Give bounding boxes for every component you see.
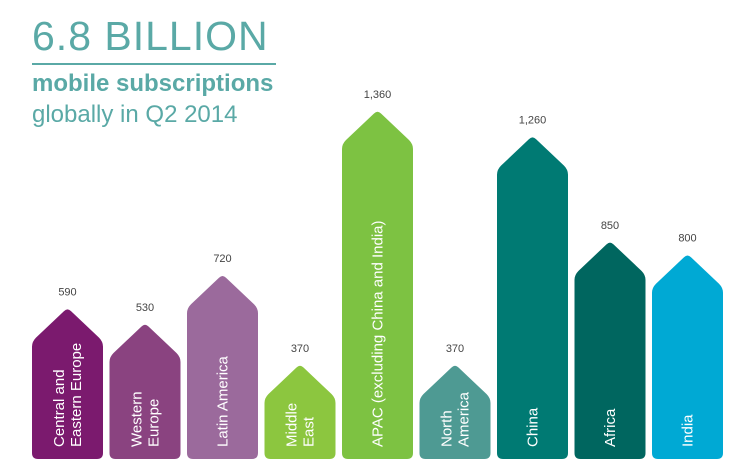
value-label: 800 — [678, 233, 696, 245]
category-label-line: India — [680, 414, 697, 447]
category-label: Africa — [602, 408, 619, 447]
category-label-line: Central and — [51, 369, 68, 447]
value-label: 1,360 — [364, 89, 392, 101]
category-label: Latin America — [215, 355, 232, 447]
value-label: 370 — [291, 343, 309, 355]
subtitle-bold: mobile subscriptions — [32, 70, 274, 97]
subtitle-regular: globally in Q2 2014 — [32, 101, 238, 128]
category-label-line: Latin America — [215, 355, 232, 447]
bar-9 — [652, 255, 723, 459]
category-label-line: Eastern Europe — [68, 343, 85, 447]
bar-7 — [497, 137, 568, 460]
value-label: 850 — [601, 220, 619, 232]
headline-divider — [32, 63, 276, 65]
value-label: 720 — [213, 253, 231, 265]
value-label: 590 — [58, 287, 76, 299]
bar-5 — [342, 111, 413, 459]
bar-8 — [574, 242, 646, 459]
value-label: 1,260 — [519, 115, 547, 127]
bar-2 — [109, 324, 181, 459]
category-label-line: North — [439, 410, 456, 447]
category-label-line: America — [456, 391, 473, 447]
bar-4 — [264, 365, 336, 459]
category-label: Middle East — [284, 403, 318, 447]
category-label-line: China — [525, 407, 542, 447]
category-label-line: Africa — [602, 408, 619, 447]
category-label: Western Europe — [129, 391, 163, 447]
category-label-line: APAC (excluding China and India) — [370, 220, 387, 447]
category-label-line: Europe — [146, 399, 163, 447]
value-label: 530 — [136, 302, 154, 314]
category-label-line: Western — [129, 391, 146, 447]
bar-6 — [419, 365, 491, 459]
headline: 6.8 BILLION — [32, 13, 269, 59]
category-label: APAC (excluding China and India) — [370, 220, 387, 447]
bar-1 — [32, 309, 103, 459]
category-label: China — [525, 407, 542, 447]
category-label: North America — [439, 391, 473, 447]
value-label: 370 — [446, 343, 464, 355]
category-label-line: East — [301, 416, 318, 447]
category-label-line: Middle — [284, 403, 301, 447]
bar-3 — [187, 275, 258, 459]
category-label: India — [680, 414, 697, 447]
category-label: Central and Eastern Europe — [51, 343, 85, 447]
